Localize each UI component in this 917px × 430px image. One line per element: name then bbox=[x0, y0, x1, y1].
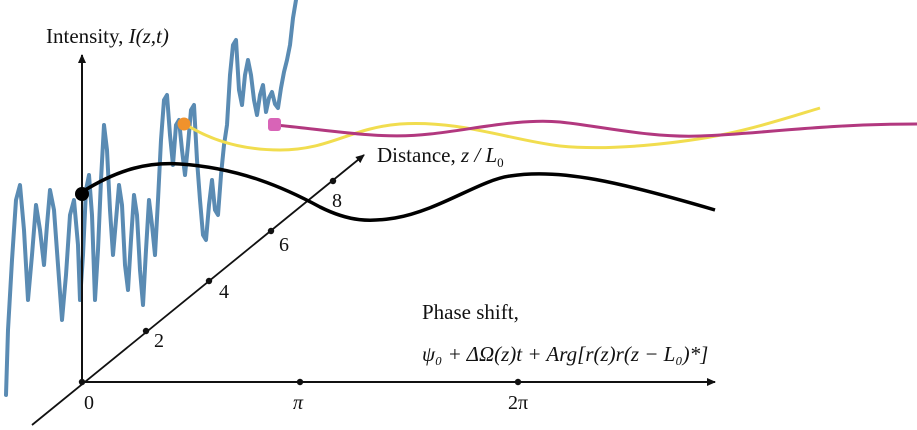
intensity-signal-trace bbox=[4, 0, 298, 397]
start-marker-black bbox=[75, 187, 89, 201]
phase-tick-dot bbox=[514, 378, 522, 386]
distance-tick-dot bbox=[329, 177, 337, 185]
distance-tick-label: 8 bbox=[332, 190, 342, 212]
phase-tick-label: 2π bbox=[508, 392, 528, 414]
intensity-axis-label: Intensity, I(z,t) bbox=[46, 24, 169, 48]
intensity-curve-z0 bbox=[81, 161, 716, 223]
phase-tick-label: π bbox=[293, 392, 304, 414]
start-marker-orange bbox=[177, 117, 191, 131]
phase-tick-dot bbox=[78, 378, 86, 386]
distance-tick-dot bbox=[205, 277, 213, 285]
phase-tick-label: 0 bbox=[84, 392, 94, 414]
distance-axis-label: Distance, z / L0 bbox=[377, 143, 504, 170]
phase-formula: ψ₀ + ΔΩ(z)t + Arg[r(z)r(z − L₀)*] bbox=[422, 342, 708, 366]
distance-tick-label: 4 bbox=[219, 281, 229, 303]
distance-tick-label: 2 bbox=[154, 330, 164, 352]
distance-tick-dot bbox=[267, 227, 275, 235]
start-marker-magenta bbox=[268, 118, 281, 131]
intensity-curve-yellow bbox=[184, 106, 821, 152]
phase-tick-dot bbox=[296, 378, 304, 386]
phase-axis-label: Phase shift, bbox=[422, 300, 519, 324]
intensity-curve-magenta bbox=[274, 119, 917, 138]
distance-tick-label: 6 bbox=[279, 234, 289, 256]
distance-tick-dot bbox=[142, 327, 150, 335]
